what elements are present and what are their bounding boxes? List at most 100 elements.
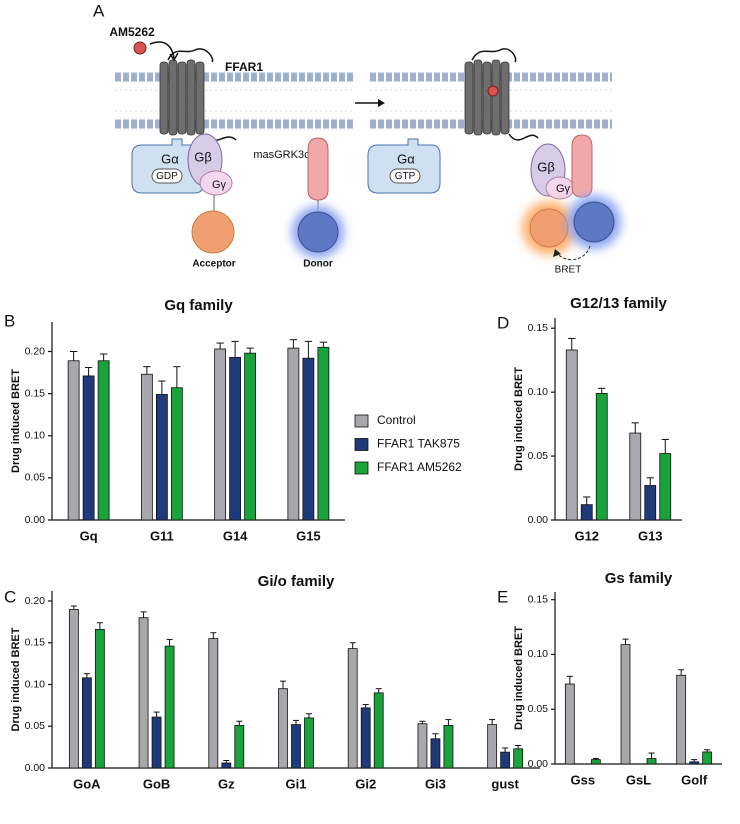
- y-tick-label: 0.20: [25, 595, 46, 607]
- error-bar: [566, 675, 573, 685]
- g-alpha: [367, 138, 441, 194]
- x-tick-label: Gi3: [425, 776, 446, 791]
- sensor: [307, 137, 329, 201]
- bar: [214, 348, 227, 521]
- bar: [94, 629, 105, 769]
- error-bar: [598, 387, 606, 394]
- x-tick-label: Gi2: [355, 776, 376, 791]
- error-bar: [319, 341, 328, 348]
- receptor: [159, 59, 510, 136]
- y-tick-label: 0.00: [25, 762, 46, 774]
- y-tick-label: 0.05: [528, 450, 549, 462]
- gdp-box: [151, 168, 183, 184]
- y-tick-label: 0.05: [25, 720, 46, 732]
- y-tick-label: 0.10: [528, 386, 549, 398]
- error-bar: [70, 605, 77, 610]
- error-bar: [223, 759, 230, 763]
- chart-title: Gs family: [605, 570, 673, 587]
- bar: [565, 349, 578, 521]
- bar: [689, 761, 700, 765]
- gdp-label: GDP: [156, 171, 178, 182]
- error-bar: [96, 622, 103, 630]
- g-gamma-label: Gγ: [212, 179, 227, 191]
- bar: [595, 393, 608, 521]
- g-alpha-label: Gα: [397, 151, 415, 166]
- legend-label: FFAR1 TAK875: [377, 437, 460, 451]
- y-tick-label: 0.15: [528, 593, 549, 605]
- bar: [580, 504, 593, 521]
- x-tick-label: gust: [491, 776, 519, 791]
- chart-title: Gq family: [164, 297, 233, 314]
- panel-label: C: [4, 587, 16, 606]
- arrowhead: [553, 249, 561, 257]
- x-tick-label: G15: [296, 528, 321, 543]
- error-bar: [648, 752, 655, 759]
- bar: [221, 762, 232, 769]
- error-bar: [489, 719, 496, 725]
- g-gamma: [199, 170, 233, 196]
- receptor-tail: [508, 133, 539, 141]
- x-tick-label: Gq: [80, 528, 98, 543]
- chart-title: Gi/o family: [258, 573, 335, 590]
- bar: [278, 688, 288, 769]
- bar: [659, 453, 672, 521]
- bar: [629, 432, 642, 521]
- error-bar: [289, 339, 298, 349]
- gtp-box: [389, 168, 421, 184]
- bar: [67, 360, 80, 521]
- bar: [234, 725, 245, 769]
- error-bar: [83, 673, 90, 678]
- x-tick-label: Gz: [218, 776, 235, 791]
- legend-label: FFAR1 AM5262: [377, 460, 462, 474]
- g-beta-label: Gβ: [194, 149, 212, 164]
- donor: [573, 201, 615, 243]
- donor: [297, 211, 339, 253]
- bret-label: BRET: [555, 265, 582, 276]
- y-axis-label: Drug induced BRET: [513, 626, 525, 730]
- ligand: [133, 41, 147, 55]
- error-bar: [631, 422, 639, 434]
- bar: [702, 751, 713, 765]
- error-bar: [432, 733, 439, 739]
- error-bar: [678, 669, 685, 676]
- panel-label: D: [497, 313, 509, 332]
- bar: [140, 373, 153, 521]
- error-bar: [704, 749, 711, 752]
- bar: [500, 751, 511, 769]
- error-bar: [236, 720, 243, 726]
- bar: [291, 724, 301, 769]
- bar: [487, 724, 498, 769]
- ligand-arrow: [149, 41, 175, 59]
- y-axis-label: Drug induced BRET: [10, 627, 22, 731]
- y-axis-label: Drug induced BRET: [513, 367, 525, 471]
- error-bar: [84, 366, 93, 376]
- bar: [347, 648, 358, 769]
- y-tick-label: 0.15: [25, 637, 46, 649]
- arrowhead: [169, 52, 179, 62]
- y-tick-label: 0.10: [25, 678, 46, 690]
- error-bar: [349, 642, 356, 649]
- bar: [676, 674, 687, 765]
- bar: [97, 360, 110, 521]
- y-tick-label: 0.15: [528, 322, 549, 334]
- bar: [564, 683, 575, 765]
- x-tick-label: Gss: [571, 772, 596, 787]
- bar: [304, 717, 314, 769]
- receptor-label: FFAR1: [225, 60, 263, 74]
- g-gamma-label: Gγ: [556, 183, 571, 195]
- bar: [164, 645, 175, 769]
- bar: [644, 485, 657, 521]
- x-tick-label: GoB: [143, 776, 170, 791]
- bar: [590, 759, 601, 765]
- error-bar: [306, 713, 312, 718]
- error-bar: [166, 638, 173, 647]
- g-beta-label: Gβ: [537, 159, 555, 174]
- panel-label: E: [497, 587, 508, 606]
- x-tick-label: G14: [223, 528, 248, 543]
- ligand-label: AM5262: [109, 25, 155, 39]
- error-bar: [661, 438, 669, 454]
- error-bar: [210, 632, 217, 639]
- error-bar: [216, 342, 224, 349]
- error-bar: [502, 747, 509, 753]
- sensor-label: masGRK3ct: [253, 149, 312, 161]
